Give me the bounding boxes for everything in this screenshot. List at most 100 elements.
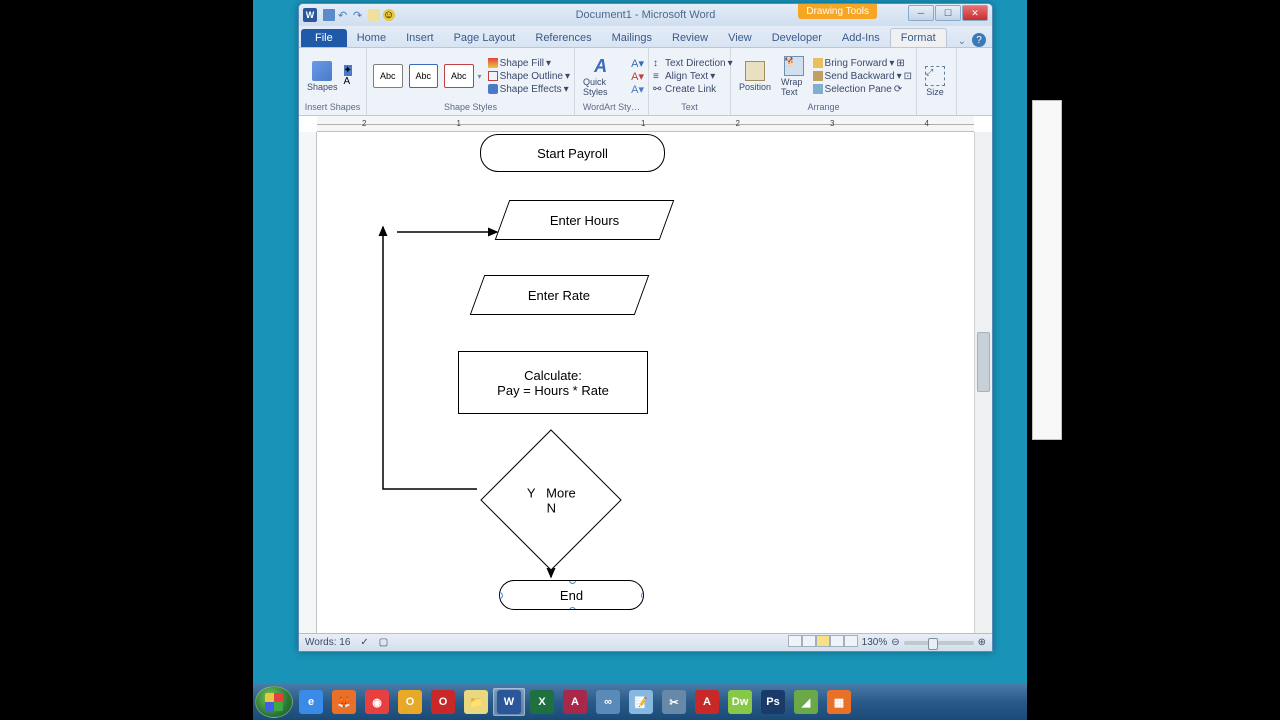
collapse-ribbon-icon[interactable]: ⌄ xyxy=(958,36,966,47)
taskbar-opera-icon[interactable]: O xyxy=(427,688,459,716)
bring-forward-button[interactable]: Bring Forward▾ ⊞ xyxy=(813,57,912,70)
rotate-objects-icon[interactable]: ⟳ xyxy=(894,84,902,95)
taskbar-explorer-icon[interactable]: 📁 xyxy=(460,688,492,716)
selection-icon xyxy=(813,84,823,94)
selection-handle[interactable] xyxy=(569,580,576,584)
tab-file[interactable]: File xyxy=(301,29,347,47)
position-button[interactable]: Position xyxy=(735,59,775,94)
flowchart-end[interactable]: End xyxy=(499,580,644,610)
tab-view[interactable]: View xyxy=(718,29,762,47)
text-effects-icon[interactable]: A▾ xyxy=(631,83,644,96)
taskbar-word-icon[interactable]: W xyxy=(493,688,525,716)
flowchart: Start Payroll Enter Hours Enter Rate Calcul… xyxy=(317,132,974,633)
align-objects-icon[interactable]: ⊞ xyxy=(896,58,904,69)
taskbar-photoshop-icon[interactable]: Ps xyxy=(757,688,789,716)
taskbar-outlook-icon[interactable]: O xyxy=(394,688,426,716)
size-button[interactable]: ⤢ Size xyxy=(921,64,949,99)
view-buttons[interactable] xyxy=(788,635,858,650)
help-icon[interactable]: ? xyxy=(972,33,986,47)
selection-handle[interactable] xyxy=(641,592,644,599)
selection-handle[interactable] xyxy=(641,580,644,584)
maximize-button[interactable]: ☐ xyxy=(935,5,961,21)
flowchart-calc[interactable]: Calculate: Pay = Hours * Rate xyxy=(458,351,648,414)
selection-handle[interactable] xyxy=(499,607,503,610)
tab-developer[interactable]: Developer xyxy=(762,29,832,47)
shapes-button[interactable]: Shapes xyxy=(303,59,342,94)
group-objects-icon[interactable]: ⊡ xyxy=(904,71,912,82)
fill-icon xyxy=(488,58,498,68)
tab-home[interactable]: Home xyxy=(347,29,396,47)
taskbar-dreamweaver-icon[interactable]: Dw xyxy=(724,688,756,716)
taskbar-csharp-icon[interactable]: ∞ xyxy=(592,688,624,716)
align-text-button[interactable]: ≡Align Text▾ xyxy=(653,70,733,83)
tab-page-layout[interactable]: Page Layout xyxy=(444,29,526,47)
taskbar-chrome-icon[interactable]: ◉ xyxy=(361,688,393,716)
text-box-icon[interactable]: A xyxy=(344,76,352,87)
selection-handle[interactable] xyxy=(499,592,503,599)
taskbar-notepad-icon[interactable]: 📝 xyxy=(625,688,657,716)
taskbar-snip-icon[interactable]: ✂ xyxy=(658,688,690,716)
minimize-button[interactable]: ─ xyxy=(908,5,934,21)
shapes-icon xyxy=(312,61,332,81)
style-gallery-more[interactable]: ▾ xyxy=(478,72,482,81)
create-link-button[interactable]: ⚯Create Link xyxy=(653,83,733,96)
taskbar-firefox-icon[interactable]: 🦊 xyxy=(328,688,360,716)
tab-review[interactable]: Review xyxy=(662,29,718,47)
tab-addins[interactable]: Add-Ins xyxy=(832,29,890,47)
style-preset-2[interactable]: Abc xyxy=(409,64,439,88)
save-icon[interactable] xyxy=(323,9,335,21)
tab-insert[interactable]: Insert xyxy=(396,29,444,47)
quick-access-toolbar[interactable]: ↶ ↷ ☺ xyxy=(323,9,395,21)
selection-handle[interactable] xyxy=(569,607,576,610)
taskbar-adobe-icon[interactable]: A xyxy=(691,688,723,716)
taskbar-excel-icon[interactable]: X xyxy=(526,688,558,716)
taskbar-app1-icon[interactable]: ◢ xyxy=(790,688,822,716)
tab-format[interactable]: Format xyxy=(890,28,947,47)
tab-references[interactable]: References xyxy=(525,29,601,47)
style-preset-3[interactable]: Abc xyxy=(444,64,474,88)
vertical-scrollbar[interactable] xyxy=(974,132,992,633)
style-preset-1[interactable]: Abc xyxy=(373,64,403,88)
shape-outline-button[interactable]: Shape Outline ▾ xyxy=(488,70,570,83)
selection-handle[interactable] xyxy=(641,607,644,610)
text-fill-icon[interactable]: A▾ xyxy=(631,57,644,70)
word-count[interactable]: Words: 16 xyxy=(305,637,350,648)
zoom-level[interactable]: 130% xyxy=(862,637,888,648)
wrap-text-button[interactable]: 🐕 Wrap Text xyxy=(777,54,811,99)
taskbar-ie-icon[interactable]: e xyxy=(295,688,327,716)
taskbar-access-icon[interactable]: A xyxy=(559,688,591,716)
direction-icon: ↕ xyxy=(653,58,663,68)
new-icon[interactable] xyxy=(368,9,380,21)
flowchart-start[interactable]: Start Payroll xyxy=(480,134,665,172)
send-backward-button[interactable]: Send Backward▾ ⊡ xyxy=(813,70,912,83)
scrollbar-thumb[interactable] xyxy=(977,332,990,392)
quick-styles-button[interactable]: A Quick Styles xyxy=(579,54,629,99)
effects-icon xyxy=(488,84,498,94)
selection-pane-button[interactable]: Selection Pane ⟳ xyxy=(813,83,912,96)
flowchart-rate[interactable]: Enter Rate xyxy=(470,275,650,315)
undo-icon[interactable]: ↶ xyxy=(338,9,350,21)
text-outline-icon[interactable]: A▾ xyxy=(631,70,644,83)
taskbar-app2-icon[interactable]: ▦ xyxy=(823,688,855,716)
shape-effects-button[interactable]: Shape Effects ▾ xyxy=(488,83,570,96)
spell-check-icon[interactable]: ✓ xyxy=(360,637,368,648)
vertical-ruler[interactable] xyxy=(299,132,317,633)
emoji-icon[interactable]: ☺ xyxy=(383,9,395,21)
edit-shape-icon[interactable]: ✦ xyxy=(344,65,352,76)
flowchart-hours[interactable]: Enter Hours xyxy=(495,200,675,240)
document-canvas[interactable]: Start Payroll Enter Hours Enter Rate Calcul… xyxy=(317,132,974,633)
selection-handle[interactable] xyxy=(499,580,503,584)
zoom-out-button[interactable]: ⊖ xyxy=(891,637,899,648)
macro-icon[interactable]: ▢ xyxy=(379,637,388,648)
zoom-in-button[interactable]: ⊕ xyxy=(978,637,986,648)
close-button[interactable]: ✕ xyxy=(962,5,988,21)
redo-icon[interactable]: ↷ xyxy=(353,9,365,21)
text-direction-button[interactable]: ↕Text Direction▾ xyxy=(653,57,733,70)
shape-fill-button[interactable]: Shape Fill ▾ xyxy=(488,57,570,70)
flowchart-more[interactable]: Y More N xyxy=(480,429,621,570)
tab-mailings[interactable]: Mailings xyxy=(602,29,662,47)
shape-tools[interactable]: ✦ A xyxy=(344,65,352,87)
start-button[interactable] xyxy=(255,686,293,718)
zoom-slider[interactable] xyxy=(904,641,974,645)
horizontal-ruler[interactable]: 211234 xyxy=(317,116,974,132)
